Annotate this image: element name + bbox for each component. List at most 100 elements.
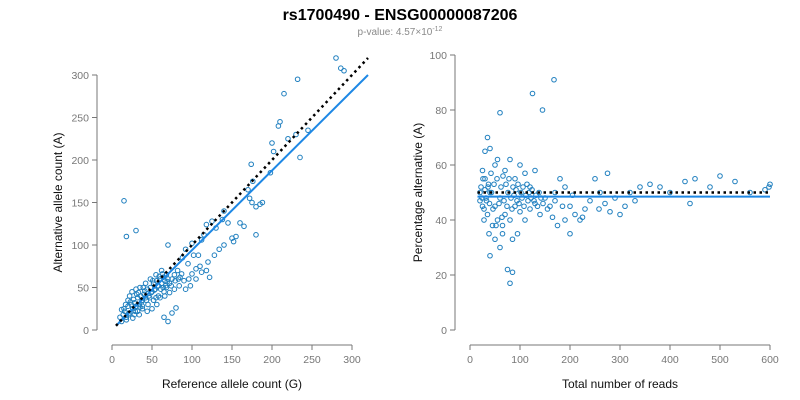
data-point bbox=[554, 222, 561, 229]
data-point bbox=[297, 154, 303, 161]
data-point bbox=[490, 206, 496, 212]
data-point bbox=[509, 206, 515, 212]
data-point bbox=[190, 252, 197, 258]
data-point bbox=[592, 175, 598, 182]
y-tick-label: 200 bbox=[71, 155, 89, 167]
data-point bbox=[520, 184, 526, 190]
data-point bbox=[259, 199, 266, 206]
data-point bbox=[246, 195, 253, 202]
data-point bbox=[479, 167, 486, 174]
data-point bbox=[137, 304, 143, 310]
data-point bbox=[692, 175, 698, 182]
data-point bbox=[504, 266, 511, 273]
data-point bbox=[487, 252, 493, 259]
data-point bbox=[492, 236, 498, 243]
data-point bbox=[140, 284, 146, 291]
data-point bbox=[522, 170, 528, 177]
data-point bbox=[198, 269, 205, 276]
data-point bbox=[478, 184, 484, 190]
data-point bbox=[176, 283, 182, 289]
data-point bbox=[494, 217, 501, 223]
data-point bbox=[559, 203, 566, 210]
x-tick-label: 500 bbox=[711, 354, 729, 366]
subtitle-exponent: -12 bbox=[432, 26, 442, 33]
data-point bbox=[305, 127, 311, 134]
data-point bbox=[572, 211, 578, 218]
data-point bbox=[248, 161, 254, 168]
data-point bbox=[209, 218, 215, 224]
data-point bbox=[203, 221, 210, 228]
data-point bbox=[485, 184, 491, 190]
data-point bbox=[494, 175, 500, 182]
data-point bbox=[503, 181, 509, 188]
data-point bbox=[484, 211, 491, 218]
data-point bbox=[130, 315, 136, 321]
data-point bbox=[532, 167, 538, 174]
data-point bbox=[158, 267, 165, 274]
data-point bbox=[165, 242, 171, 248]
y-axis-label: Alternative allele count (A) bbox=[51, 132, 65, 272]
data-point bbox=[341, 67, 347, 74]
data-point bbox=[150, 277, 156, 284]
data-point bbox=[647, 181, 653, 188]
data-point bbox=[498, 184, 504, 190]
y-tick-label: 40 bbox=[435, 215, 447, 227]
data-point bbox=[135, 289, 142, 296]
data-point bbox=[144, 308, 150, 315]
data-point bbox=[483, 197, 490, 204]
data-point bbox=[293, 131, 299, 138]
data-point bbox=[567, 230, 573, 237]
x-tick-label: 100 bbox=[183, 354, 201, 366]
data-point bbox=[253, 203, 259, 210]
data-point bbox=[216, 246, 222, 253]
data-point bbox=[250, 178, 256, 185]
x-tick-label: 0 bbox=[467, 354, 473, 366]
data-point bbox=[270, 148, 277, 155]
data-point bbox=[482, 148, 488, 155]
data-point bbox=[487, 145, 493, 152]
data-point bbox=[157, 294, 163, 301]
y-tick-label: 60 bbox=[435, 160, 447, 172]
data-point bbox=[525, 197, 531, 204]
data-point bbox=[171, 286, 178, 293]
data-point bbox=[544, 206, 551, 212]
data-point bbox=[127, 299, 134, 305]
allele-count-panel: 0 50 100 150 200 250 300 0 50 100 150 200 250 300 Refe… bbox=[51, 55, 369, 391]
data-point bbox=[622, 203, 628, 210]
data-point bbox=[484, 134, 491, 141]
x-tick-label: 200 bbox=[561, 354, 579, 366]
data-point bbox=[491, 181, 497, 188]
data-point bbox=[154, 301, 160, 308]
data-point bbox=[133, 227, 139, 234]
data-point bbox=[766, 184, 772, 190]
data-point bbox=[153, 294, 159, 301]
data-point bbox=[496, 200, 502, 207]
data-point bbox=[497, 244, 503, 251]
data-point bbox=[617, 211, 623, 218]
data-point bbox=[505, 189, 511, 196]
data-point bbox=[604, 170, 611, 177]
data-point bbox=[596, 206, 602, 212]
fit-line bbox=[115, 74, 369, 327]
data-point bbox=[514, 230, 521, 237]
data-point bbox=[521, 203, 527, 210]
data-point bbox=[162, 293, 168, 299]
data-point bbox=[245, 186, 251, 193]
y-tick-label: 0 bbox=[83, 325, 89, 337]
y-tick-label: 20 bbox=[435, 270, 447, 282]
data-point bbox=[518, 189, 524, 196]
data-point bbox=[241, 223, 247, 230]
y-tick-label: 0 bbox=[441, 325, 447, 337]
data-point bbox=[499, 222, 506, 229]
chart-subtitle: p-value: 4.57×10-12 bbox=[358, 26, 443, 38]
data-point bbox=[181, 277, 187, 284]
data-point bbox=[175, 276, 182, 282]
data-point bbox=[707, 184, 713, 190]
x-axis-label: Total number of reads bbox=[562, 377, 678, 391]
data-point bbox=[582, 206, 588, 212]
x-tick-label: 300 bbox=[611, 354, 629, 366]
data-point bbox=[607, 208, 613, 215]
subtitle-prefix: p-value: 4.57×10 bbox=[358, 27, 433, 38]
x-tick-label: 50 bbox=[146, 354, 158, 366]
